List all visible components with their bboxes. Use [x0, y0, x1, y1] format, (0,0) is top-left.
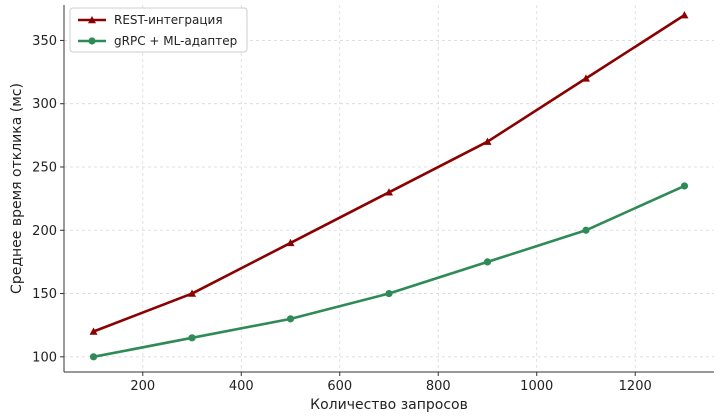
- legend: REST-интеграция gRPC + ML-адаптер: [69, 7, 248, 53]
- y-tick-label: 150: [32, 287, 57, 302]
- y-tick-label: 200: [32, 224, 57, 239]
- legend-box: [69, 7, 248, 53]
- legend-item: gRPC + ML-адаптер: [78, 34, 237, 48]
- legend-marker: [88, 37, 96, 45]
- y-tick-label: 350: [32, 34, 57, 49]
- y-tick-label: 100: [32, 350, 57, 365]
- series-line: [92, 13, 686, 333]
- axes: 200 400 600 800 1000 1200 100 150 200 250 300 350: [32, 5, 714, 394]
- data-point: [581, 74, 590, 82]
- data-point: [385, 188, 393, 196]
- data-point: [385, 289, 393, 298]
- x-tick-label: 600: [327, 379, 352, 394]
- legend-label: REST-интеграция: [114, 13, 223, 27]
- legend-item: REST-интеграция: [78, 13, 223, 27]
- grid: [64, 5, 714, 372]
- x-tick-label: 800: [426, 379, 451, 394]
- data-point: [89, 353, 98, 361]
- y-tick-label: 250: [32, 160, 57, 175]
- data-point: [483, 258, 492, 266]
- data-point: [582, 226, 590, 234]
- data-point: [286, 315, 295, 323]
- y-axis-title: Среднее время отклика (мс): [9, 83, 25, 294]
- x-tick-label: 1200: [619, 379, 652, 394]
- series-layer: [89, 11, 689, 361]
- series-2: [89, 182, 689, 361]
- x-tick-label: 1000: [520, 379, 553, 394]
- x-tick-label: 200: [130, 379, 155, 394]
- data-point: [483, 137, 492, 145]
- data-point: [286, 238, 295, 247]
- data-point: [188, 289, 197, 297]
- data-point: [89, 327, 98, 335]
- data-point: [680, 11, 689, 19]
- legend-marker: [88, 16, 96, 24]
- data-point: [680, 182, 689, 190]
- y-tick-label: 300: [32, 97, 57, 112]
- x-tick-label: 400: [229, 379, 254, 394]
- legend-label: gRPC + ML-адаптер: [114, 34, 237, 48]
- series-1: [89, 11, 689, 335]
- x-axis-title: Количество запросов: [310, 397, 468, 413]
- series-line: [92, 184, 686, 359]
- data-point: [188, 334, 196, 342]
